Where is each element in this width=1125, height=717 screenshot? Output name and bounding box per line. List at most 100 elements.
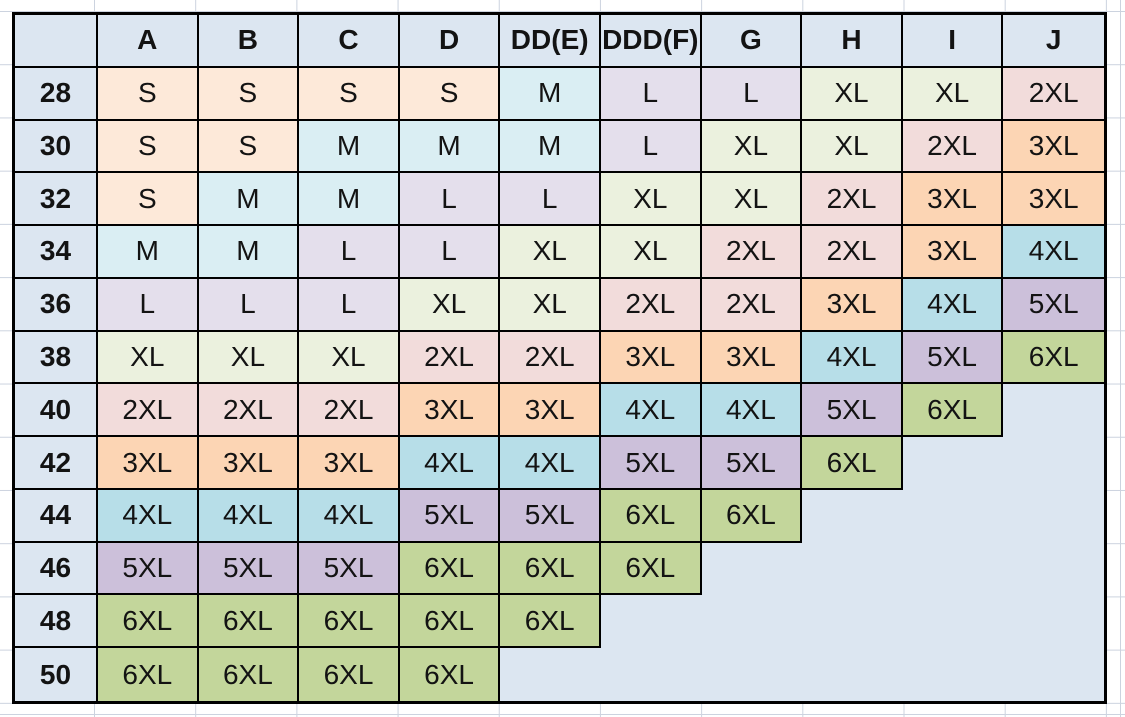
- cell-32-J: 3XL: [1003, 173, 1104, 227]
- cell-46-DD(E): 6XL: [500, 542, 601, 596]
- cell-46-DDD(F): 6XL: [600, 542, 702, 596]
- col-header-DD(E): DD(E): [500, 15, 601, 68]
- cell-40-C: 2XL: [299, 384, 400, 438]
- cell-40-DD(E): 3XL: [500, 384, 601, 438]
- cell-48-C: 6XL: [299, 595, 400, 649]
- cell-32-A: S: [98, 173, 199, 227]
- cell-38-DDD(F): 3XL: [600, 331, 702, 385]
- col-header-DDD(F): DDD(F): [600, 15, 702, 68]
- row-header-46: 46: [15, 542, 98, 596]
- cell-50-D: 6XL: [399, 648, 501, 701]
- empty-cell-42-J: [1003, 437, 1104, 490]
- cell-38-H: 4XL: [802, 331, 903, 385]
- cell-32-H: 2XL: [802, 173, 903, 227]
- empty-cell-48-H: [802, 595, 903, 649]
- cell-48-D: 6XL: [399, 595, 501, 649]
- empty-cell-50-G: [701, 648, 803, 701]
- row-header-34: 34: [15, 226, 98, 279]
- row-header-40: 40: [15, 384, 98, 438]
- cell-46-B: 5XL: [198, 542, 300, 596]
- row-header-32: 32: [15, 173, 98, 227]
- cell-48-DD(E): 6XL: [500, 595, 601, 649]
- empty-cell-44-H: [802, 489, 903, 543]
- col-header-G: G: [701, 15, 803, 68]
- cell-40-B: 2XL: [198, 384, 300, 438]
- cell-44-A: 4XL: [98, 489, 199, 543]
- cell-36-DDD(F): 2XL: [600, 278, 702, 332]
- cell-34-J: 4XL: [1003, 226, 1104, 279]
- cell-32-DDD(F): XL: [600, 173, 702, 227]
- cell-28-D: S: [399, 67, 501, 121]
- cell-38-I: 5XL: [902, 331, 1004, 385]
- row-header-48: 48: [15, 595, 98, 649]
- cell-42-D: 4XL: [399, 437, 501, 490]
- empty-cell-48-I: [902, 595, 1004, 649]
- cell-30-A: S: [98, 120, 199, 174]
- row-header-28: 28: [15, 67, 98, 121]
- row-header-30: 30: [15, 120, 98, 174]
- cell-38-C: XL: [299, 331, 400, 385]
- col-header-J: J: [1003, 15, 1104, 68]
- cell-44-G: 6XL: [701, 489, 803, 543]
- cell-30-G: XL: [701, 120, 803, 174]
- cell-38-D: 2XL: [399, 331, 501, 385]
- empty-cell-46-I: [902, 542, 1004, 596]
- cell-44-B: 4XL: [198, 489, 300, 543]
- cell-28-G: L: [701, 67, 803, 121]
- cell-40-D: 3XL: [399, 384, 501, 438]
- cell-42-C: 3XL: [299, 437, 400, 490]
- cell-36-B: L: [198, 278, 300, 332]
- row-header-50: 50: [15, 648, 98, 701]
- cell-28-J: 2XL: [1003, 67, 1104, 121]
- row-header-36: 36: [15, 278, 98, 332]
- cell-40-A: 2XL: [98, 384, 199, 438]
- cell-46-D: 6XL: [399, 542, 501, 596]
- cell-42-B: 3XL: [198, 437, 300, 490]
- row-header-42: 42: [15, 437, 98, 490]
- cell-36-DD(E): XL: [500, 278, 601, 332]
- empty-cell-42-I: [902, 437, 1004, 490]
- cell-44-DDD(F): 6XL: [600, 489, 702, 543]
- cell-36-H: 3XL: [802, 278, 903, 332]
- empty-cell-50-DD(E): [500, 648, 601, 701]
- empty-cell-44-J: [1003, 489, 1104, 543]
- cell-32-I: 3XL: [902, 173, 1004, 227]
- cell-40-I: 6XL: [902, 384, 1004, 438]
- empty-cell-48-DDD(F): [600, 595, 702, 649]
- cell-32-B: M: [198, 173, 300, 227]
- cell-34-H: 2XL: [802, 226, 903, 279]
- cell-34-I: 3XL: [902, 226, 1004, 279]
- cell-28-I: XL: [902, 67, 1004, 121]
- col-header-B: B: [198, 15, 300, 68]
- cell-30-C: M: [299, 120, 400, 174]
- cell-32-G: XL: [701, 173, 803, 227]
- col-header-I: I: [902, 15, 1004, 68]
- cell-38-A: XL: [98, 331, 199, 385]
- cell-28-DDD(F): L: [600, 67, 702, 121]
- empty-cell-46-J: [1003, 542, 1104, 596]
- cell-34-DDD(F): XL: [600, 226, 702, 279]
- col-header-A: A: [98, 15, 199, 68]
- cell-50-C: 6XL: [299, 648, 400, 701]
- cell-30-H: XL: [802, 120, 903, 174]
- col-header-C: C: [299, 15, 400, 68]
- cell-28-H: XL: [802, 67, 903, 121]
- cell-46-A: 5XL: [98, 542, 199, 596]
- cell-30-B: S: [198, 120, 300, 174]
- empty-cell-50-H: [802, 648, 903, 701]
- cell-38-DD(E): 2XL: [500, 331, 601, 385]
- cell-30-D: M: [399, 120, 501, 174]
- cell-32-C: M: [299, 173, 400, 227]
- cell-32-DD(E): L: [500, 173, 601, 227]
- empty-cell-48-G: [701, 595, 803, 649]
- cell-34-A: M: [98, 226, 199, 279]
- cell-36-J: 5XL: [1003, 278, 1104, 332]
- cell-40-H: 5XL: [802, 384, 903, 438]
- corner-cell: [15, 15, 98, 68]
- cell-42-A: 3XL: [98, 437, 199, 490]
- col-header-H: H: [802, 15, 903, 68]
- empty-cell-46-G: [701, 542, 803, 596]
- empty-cell-46-H: [802, 542, 903, 596]
- empty-cell-44-I: [902, 489, 1004, 543]
- cell-34-B: M: [198, 226, 300, 279]
